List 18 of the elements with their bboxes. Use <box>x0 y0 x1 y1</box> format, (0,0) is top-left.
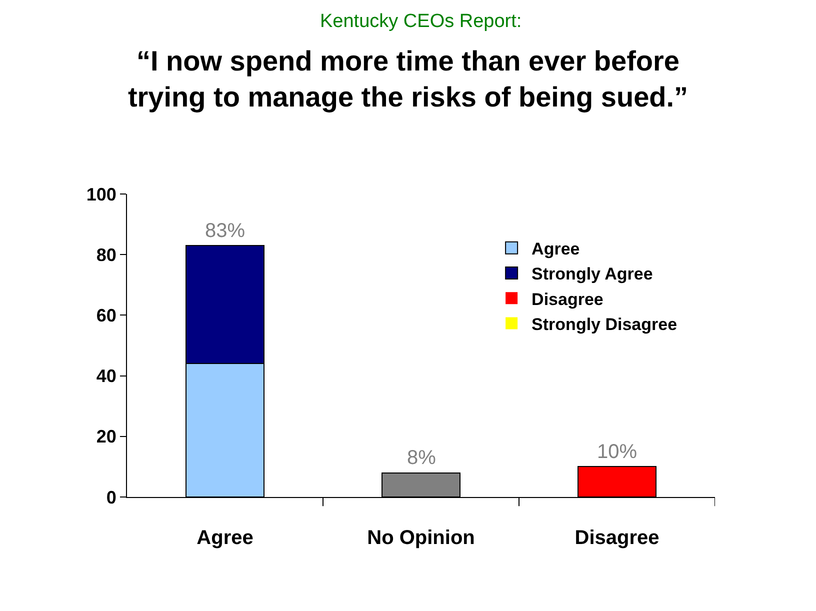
y-tick-label: 80 <box>96 244 116 265</box>
x-tick-label: Agree <box>196 527 254 549</box>
y-tick-label: 100 <box>86 184 116 204</box>
legend-label: Strongly Agree <box>532 264 653 284</box>
y-tick-label: 60 <box>96 306 116 326</box>
y-tick-label: 0 <box>106 487 116 508</box>
total-label: 8% <box>407 447 436 469</box>
total-label: 83% <box>205 220 246 242</box>
x-tick-label: Disagree <box>574 527 660 549</box>
total-label: 10% <box>597 441 638 463</box>
y-tick-label: 20 <box>96 426 116 447</box>
y-tick-label: 40 <box>96 366 116 386</box>
x-tick-label: No Opinion <box>367 527 475 549</box>
chart-title: “I now spend more time than ever before trying to manage the risks of being sued.” <box>128 45 688 113</box>
legend-label: Strongly Disagree <box>532 314 678 334</box>
legend-label: Agree <box>532 240 580 259</box>
legend-label: Disagree <box>532 290 604 309</box>
chart-subtitle: Kentucky CEOs Report: <box>320 11 522 32</box>
